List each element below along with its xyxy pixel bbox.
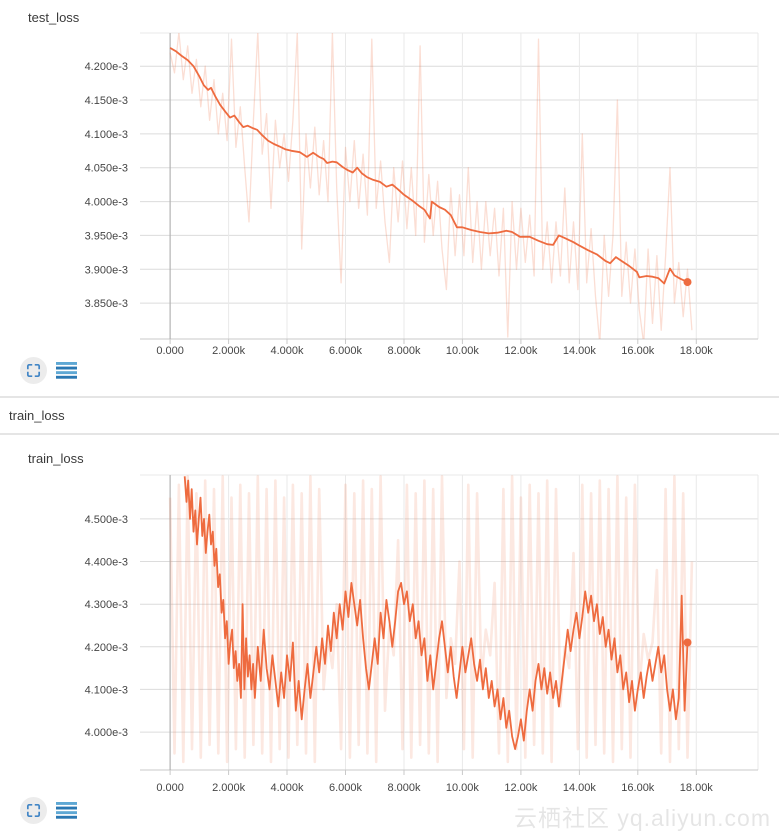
data-series-menu-button[interactable] [56,362,77,379]
series-end-marker[interactable] [683,638,692,647]
expand-chart-button[interactable] [20,357,47,384]
raw-series-line [169,33,693,339]
y-tick-label: 4.300e-3 [85,599,128,611]
x-tick-label: 12.00k [504,782,538,794]
x-tick-label: 8.000k [387,782,421,794]
section-divider [0,396,779,398]
menu-bars-icon [56,362,77,379]
data-series-menu-button[interactable] [56,802,77,819]
x-tick-label: 16.00k [621,345,655,357]
x-tick-label: 2.000k [212,782,246,794]
y-tick-label: 3.950e-3 [85,230,128,242]
x-tick-label: 16.00k [621,782,655,794]
x-tick-label: 6.000k [329,345,363,357]
train-loss-toolbar [20,797,77,824]
x-tick-label: 0.000 [156,782,184,794]
section-header-train-loss[interactable]: train_loss [0,398,779,435]
section-header-label: train_loss [9,408,65,423]
x-tick-label: 18.00k [680,345,714,357]
test-loss-toolbar [20,357,77,384]
menu-bars-icon [56,802,77,819]
expand-icon [26,803,41,818]
x-tick-label: 4.000k [270,345,304,357]
y-tick-label: 4.500e-3 [85,514,128,526]
y-tick-label: 4.000e-3 [85,727,128,739]
x-tick-label: 4.000k [270,782,304,794]
x-tick-label: 14.00k [563,782,597,794]
y-tick-label: 4.200e-3 [85,642,128,654]
watermark: 云栖社区 yq.aliyun.com [513,805,771,831]
expand-chart-button[interactable] [20,797,47,824]
expand-icon [26,363,41,378]
x-tick-label: 2.000k [212,345,246,357]
chart-title-train-loss: train_loss [28,451,84,466]
y-tick-label: 4.400e-3 [85,557,128,569]
y-tick-label: 4.000e-3 [85,197,128,209]
y-tick-label: 3.850e-3 [85,298,128,310]
y-tick-label: 4.150e-3 [85,95,128,107]
x-tick-label: 12.00k [504,345,538,357]
y-tick-label: 4.050e-3 [85,163,128,175]
y-tick-label: 3.900e-3 [85,264,128,276]
smoothed-series-line [183,476,689,751]
x-tick-label: 18.00k [680,782,714,794]
raw-series-line [168,475,694,764]
test-loss-chart[interactable]: 4.200e-3 4.150e-3 4.100e-3 4.050e-3 4.000e-3… [0,0,779,364]
x-tick-label: 10.00k [446,345,480,357]
y-tick-label: 4.200e-3 [85,61,128,73]
series-end-marker[interactable] [683,278,692,287]
y-tick-label: 4.100e-3 [85,129,128,141]
x-tick-label: 8.000k [387,345,421,357]
x-tick-label: 10.00k [446,782,480,794]
x-tick-label: 6.000k [329,782,363,794]
smoothed-series-line [169,47,688,285]
y-tick-label: 4.100e-3 [85,684,128,696]
x-tick-label: 0.000 [156,345,184,357]
train-loss-chart[interactable]: 4.500e-3 4.400e-3 4.300e-3 4.200e-3 4.100e-3… [0,470,779,803]
x-tick-label: 14.00k [563,345,597,357]
chart-title-test-loss: test_loss [28,10,80,25]
